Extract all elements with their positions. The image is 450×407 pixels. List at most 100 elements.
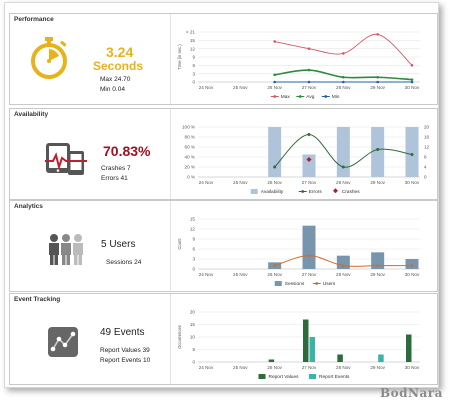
x-tick-label: 29 Nov xyxy=(370,180,385,185)
data-point xyxy=(410,78,414,81)
x-tick-label: 27 Nov xyxy=(302,85,317,90)
event-bar xyxy=(303,319,309,362)
legend-swatch xyxy=(273,95,277,98)
y-tick-label: 12 xyxy=(190,227,196,232)
availability-chart-svg: 0 % 20 % 40 % 60 % 80 % 100 % 24 Nov 25 Nov 26 N… xyxy=(182,125,430,195)
data-point xyxy=(410,64,414,67)
legend-label: Max xyxy=(281,94,291,100)
analytics-chart-svg: 0 3 6 9 12 15 24 Nov 25 Nov 26 Nov 27 Nov 28 Nov 29… xyxy=(177,217,420,287)
events-chart-svg: 0 5 10 15 20 24 Nov 25 Nov 26 Nov 27 Nov 28 Nov 29… xyxy=(177,310,420,380)
x-tick-label: 30 Nov xyxy=(405,365,420,370)
y-tick-label: 20 % xyxy=(185,165,195,170)
legend-label: Users xyxy=(323,281,336,287)
data-point xyxy=(341,264,345,268)
y2-tick-label: 12 xyxy=(424,145,430,150)
x-tick-label: 30 Nov xyxy=(405,180,420,185)
event-tracking-panel: Event Tracking 49 Events Report Values 3… xyxy=(9,293,438,385)
y-tick-label: 9 xyxy=(192,55,195,60)
availability-bar xyxy=(336,127,350,177)
y2-tick-label: 20 xyxy=(424,125,430,130)
x-tick-label: 27 Nov xyxy=(302,180,317,185)
y2-tick-label: 4 xyxy=(424,165,427,170)
availability-value: 70.83% xyxy=(103,143,151,159)
legend-swatch xyxy=(315,282,319,285)
events-value: 49 Events xyxy=(100,327,145,338)
y-tick-label: 60 % xyxy=(185,145,195,150)
y-axis-label: Time (in sec.) xyxy=(177,44,182,70)
y-tick-label: 6 xyxy=(192,63,195,68)
y-tick-label: 9 xyxy=(192,237,195,242)
analytics-panel: Analytics 5 Users Sessions 24 0 3 6 9 12 15 24… xyxy=(9,200,438,292)
event-bar xyxy=(309,337,315,362)
panel-title: Availability xyxy=(14,111,49,118)
y-tick-label: 3 xyxy=(192,71,195,76)
availability-errors: Errors 41 xyxy=(101,175,128,182)
analytics-sessions: Sessions 24 xyxy=(106,259,142,266)
y-tick-label: 20 xyxy=(190,310,196,315)
data-point xyxy=(342,52,345,55)
analytics-chart: 0 3 6 9 12 15 24 Nov 25 Nov 26 Nov 27 Nov 28 Nov 29… xyxy=(170,201,438,291)
series-line-max xyxy=(274,33,413,66)
sessions-bar xyxy=(405,259,419,269)
event-bar xyxy=(268,359,275,362)
performance-value: 3.24 xyxy=(106,44,134,60)
availability-bar xyxy=(302,154,316,177)
data-point xyxy=(273,165,277,169)
performance-chart: 0 3 6 9 12 15 > 21 24 Nov 25 Nov 26 Nov 27 Nov 28 N… xyxy=(170,14,438,104)
legend-swatch xyxy=(298,95,302,98)
users-icon xyxy=(49,234,83,265)
events-summary: 49 Events Report Values 39 Report Events… xyxy=(10,294,171,384)
x-tick-label: 25 Nov xyxy=(233,365,248,370)
x-tick-label: 24 Nov xyxy=(199,85,214,90)
legend-label: Report Values xyxy=(269,374,300,380)
chart-icon xyxy=(48,327,78,357)
performance-max: Max 24.70 xyxy=(100,76,131,83)
y-tick-label: 0 xyxy=(192,360,195,365)
panel-title: Event Tracking xyxy=(14,296,61,303)
y-tick-label: 3 xyxy=(192,257,195,262)
x-tick-label: 28 Nov xyxy=(336,272,351,277)
availability-summary: 70.83% Crashes 7 Errors 41 xyxy=(10,109,171,199)
event-bar xyxy=(337,354,343,362)
legend-label: Min xyxy=(332,94,340,100)
y-tick-label: 12 xyxy=(190,46,196,51)
x-tick-label: 27 Nov xyxy=(302,365,317,370)
x-tick-label: 24 Nov xyxy=(199,365,214,370)
data-point xyxy=(307,80,311,84)
data-point xyxy=(376,80,379,84)
legend-label: Errors xyxy=(309,189,323,195)
availability-chart: 0 % 20 % 40 % 60 % 80 % 100 % 24 Nov 25 Nov 26 N… xyxy=(170,109,438,199)
performance-chart-svg: 0 3 6 9 12 15 > 21 24 Nov 25 Nov 26 Nov 27 Nov 28 N… xyxy=(177,30,420,100)
legend-label: Report Events xyxy=(319,374,350,380)
y-tick-label: 5 xyxy=(192,347,195,352)
legend-swatch xyxy=(324,95,328,98)
y-tick-label: 40 % xyxy=(185,155,195,160)
data-point xyxy=(307,254,311,258)
panel-title: Analytics xyxy=(14,203,43,210)
x-tick-label: 30 Nov xyxy=(405,272,420,277)
x-tick-label: 26 Nov xyxy=(267,180,282,185)
data-point xyxy=(376,75,379,79)
legend-swatch xyxy=(250,189,258,194)
data-point xyxy=(342,80,345,84)
devices-icon xyxy=(45,143,87,175)
y-axis-label: Occurrences xyxy=(177,325,182,349)
x-tick-label: 28 Nov xyxy=(336,180,351,185)
x-tick-label: 26 Nov xyxy=(267,365,282,370)
event-bar xyxy=(406,334,412,362)
events-report-events: Report Events 10 xyxy=(100,357,151,364)
brand-logo: BodNara xyxy=(380,386,443,400)
y-axis-label: Count xyxy=(177,238,182,250)
y-tick-label: 15 xyxy=(190,322,196,327)
sessions-bar xyxy=(371,252,385,269)
performance-unit: Seconds xyxy=(93,59,144,73)
y-tick-label: 100 % xyxy=(182,125,195,130)
dashboard-frame: Performance 3.24 Seconds Max 24.70 Min 0… xyxy=(4,2,439,388)
x-tick-label: 28 Nov xyxy=(336,365,351,370)
availability-bar xyxy=(405,127,419,177)
y-tick-label: 15 xyxy=(190,38,196,43)
data-point xyxy=(341,165,345,169)
x-tick-label: 30 Nov xyxy=(405,85,420,90)
x-tick-label: 26 Nov xyxy=(267,85,282,90)
panel-title: Performance xyxy=(14,16,54,23)
